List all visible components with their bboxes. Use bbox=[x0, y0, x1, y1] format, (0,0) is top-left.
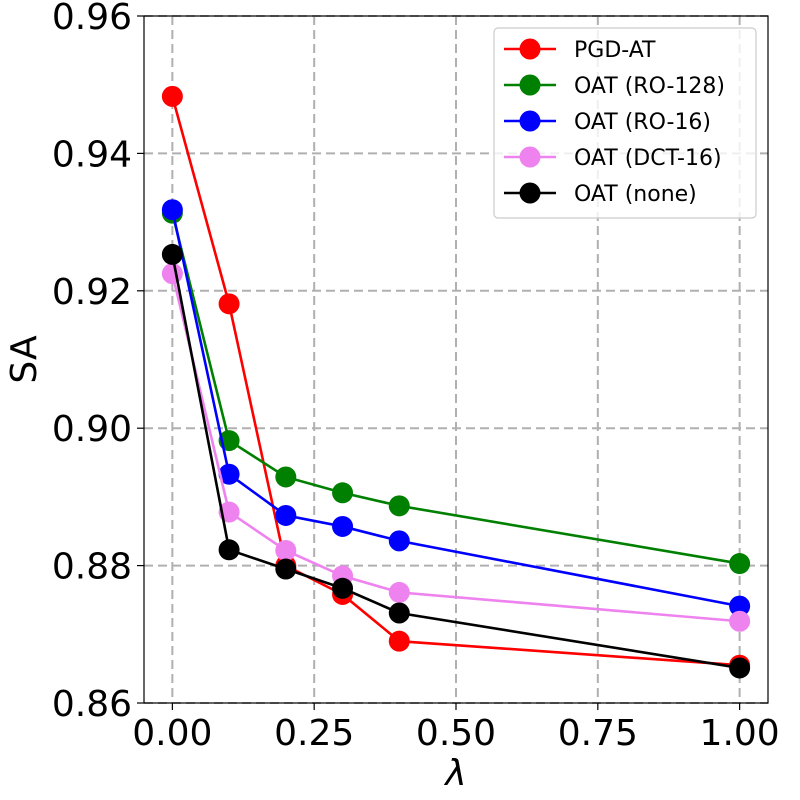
legend-item: OAT (RO-128) bbox=[504, 74, 725, 99]
data-point bbox=[729, 657, 751, 679]
y-axis-ticks: 0.86 0.88 0.90 0.92 0.94 0.96 bbox=[52, 0, 144, 725]
data-point bbox=[275, 504, 297, 526]
legend-label: OAT (RO-128) bbox=[574, 74, 725, 99]
legend-marker bbox=[519, 146, 541, 168]
x-tick-label: 0.00 bbox=[132, 713, 212, 754]
data-point bbox=[388, 602, 410, 624]
legend-marker bbox=[519, 38, 541, 60]
data-point bbox=[161, 243, 183, 265]
x-axis-title: λ bbox=[443, 753, 466, 794]
data-point bbox=[388, 581, 410, 603]
legend-marker bbox=[519, 110, 541, 132]
data-point bbox=[388, 530, 410, 552]
y-tick-label: 0.90 bbox=[52, 409, 132, 450]
y-tick-label: 0.96 bbox=[52, 0, 132, 38]
data-point bbox=[275, 558, 297, 580]
data-point bbox=[729, 553, 751, 575]
legend-item: PGD-AT bbox=[504, 38, 656, 63]
legend-label: OAT (DCT-16) bbox=[574, 146, 722, 171]
legend-marker bbox=[519, 182, 541, 204]
series-line bbox=[171, 212, 740, 565]
y-axis-title: SA bbox=[4, 335, 45, 384]
legend-item: OAT (DCT-16) bbox=[504, 146, 722, 171]
data-point bbox=[332, 577, 354, 599]
data-point bbox=[388, 495, 410, 517]
x-tick-label: 1.00 bbox=[700, 713, 780, 754]
legend: PGD-AT OAT (RO-128) OAT (RO-16) OAT (DCT-16… bbox=[493, 27, 757, 219]
data-point bbox=[218, 539, 240, 561]
series-line bbox=[171, 273, 740, 623]
x-axis-ticks: 0.00 0.25 0.50 0.75 1.00 bbox=[132, 703, 780, 754]
series-oat-none bbox=[161, 243, 751, 679]
series-oat-ro-16 bbox=[161, 199, 751, 617]
data-point bbox=[332, 515, 354, 537]
series-line bbox=[171, 254, 740, 670]
legend-box bbox=[493, 27, 757, 219]
data-point bbox=[161, 263, 183, 285]
y-tick-label: 0.86 bbox=[52, 684, 132, 725]
series-layer bbox=[161, 85, 751, 679]
data-point bbox=[161, 199, 183, 221]
series-line bbox=[171, 209, 740, 608]
x-tick-label: 0.25 bbox=[274, 713, 354, 754]
data-point bbox=[161, 85, 183, 107]
data-point bbox=[332, 482, 354, 504]
x-tick-label: 0.75 bbox=[558, 713, 638, 754]
data-point bbox=[388, 630, 410, 652]
data-point bbox=[729, 595, 751, 617]
data-point bbox=[275, 466, 297, 488]
data-point bbox=[218, 293, 240, 315]
legend-label: OAT (none) bbox=[574, 182, 697, 207]
y-tick-label: 0.88 bbox=[52, 547, 132, 588]
legend-marker bbox=[519, 74, 541, 96]
legend-label: OAT (RO-16) bbox=[574, 110, 711, 135]
legend-label: PGD-AT bbox=[574, 38, 656, 63]
data-point bbox=[218, 463, 240, 485]
x-tick-label: 0.50 bbox=[416, 713, 496, 754]
series-line bbox=[171, 96, 740, 667]
data-point bbox=[275, 539, 297, 561]
y-tick-label: 0.94 bbox=[52, 134, 132, 175]
data-point bbox=[729, 610, 751, 632]
legend-item: OAT (RO-16) bbox=[504, 110, 711, 135]
y-tick-label: 0.92 bbox=[52, 272, 132, 313]
legend-item: OAT (none) bbox=[504, 182, 697, 207]
